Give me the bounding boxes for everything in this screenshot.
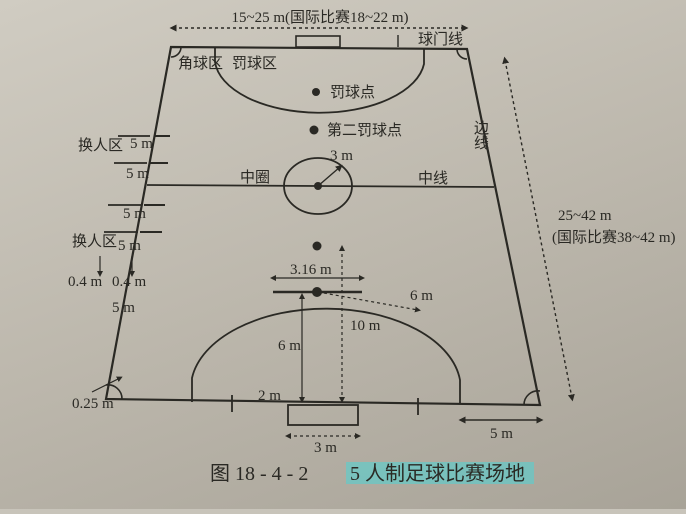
label-subzone-1: 换人区 [78,137,123,154]
court-outline [106,47,540,405]
caption-title: 5 人制足球比赛场地 [350,462,525,485]
lbl-04-left: 0.4 m [68,274,103,290]
label-length: 25~42 m [558,208,612,224]
bottom-penalty-area [192,309,460,404]
lbl-bottom-5m: 5 m [490,426,513,442]
lbl-5m-1: 5 m [130,136,153,152]
lbl-goal-2m: 2 m [258,388,281,404]
label-corner-area: 角球区 [178,55,223,72]
label-goal-line: 球门线 [418,31,463,48]
lbl-316: 3.16 m [290,262,332,278]
label-length-sub: (国际比赛38~42 m) [552,229,676,246]
lbl-5m-3: 5 m [123,206,146,222]
penalty-spot-top [312,88,320,96]
label-subzone-2: 换人区 [72,233,117,250]
label-sideline: 边线 [472,120,489,150]
diagram-svg: 15~25 m(国际比赛18~22 m) 球门线 罚球点 第二罚球点 角球区 罚… [0,0,686,509]
lbl-5m-2: 5 m [126,166,149,182]
label-penalty-spot: 罚球点 [330,84,375,101]
lbl-6m-vert: 6 m [278,338,301,354]
caption-prefix: 图 18 - 4 - 2 [210,463,308,485]
label-penalty-area: 罚球区 [232,55,277,72]
dim-length [505,60,572,398]
second-penalty-spot-top [310,126,319,135]
lbl-5m-4: 5 m [118,238,141,254]
second-penalty-spot-bottom [313,242,322,251]
lbl-corner-r: 0.25 m [72,396,114,412]
top-goal [296,36,340,47]
label-center-radius: 3 m [330,148,353,164]
lbl-arc-6m: 6 m [410,288,433,304]
bottom-goal [288,405,358,425]
lbl-5m-5: 5 m [112,300,135,316]
label-center-line: 中线 [418,170,448,187]
label-width: 15~25 m(国际比赛18~22 m) [231,9,408,26]
lbl-04-right: 0.4 m [112,274,147,290]
futsal-court-diagram: 15~25 m(国际比赛18~22 m) 球门线 罚球点 第二罚球点 角球区 罚… [0,0,686,509]
lbl-10m: 10 m [350,318,381,334]
lbl-goal-3m: 3 m [314,440,337,456]
label-center-circle: 中圈 [240,169,270,186]
label-second-penalty: 第二罚球点 [327,121,402,139]
